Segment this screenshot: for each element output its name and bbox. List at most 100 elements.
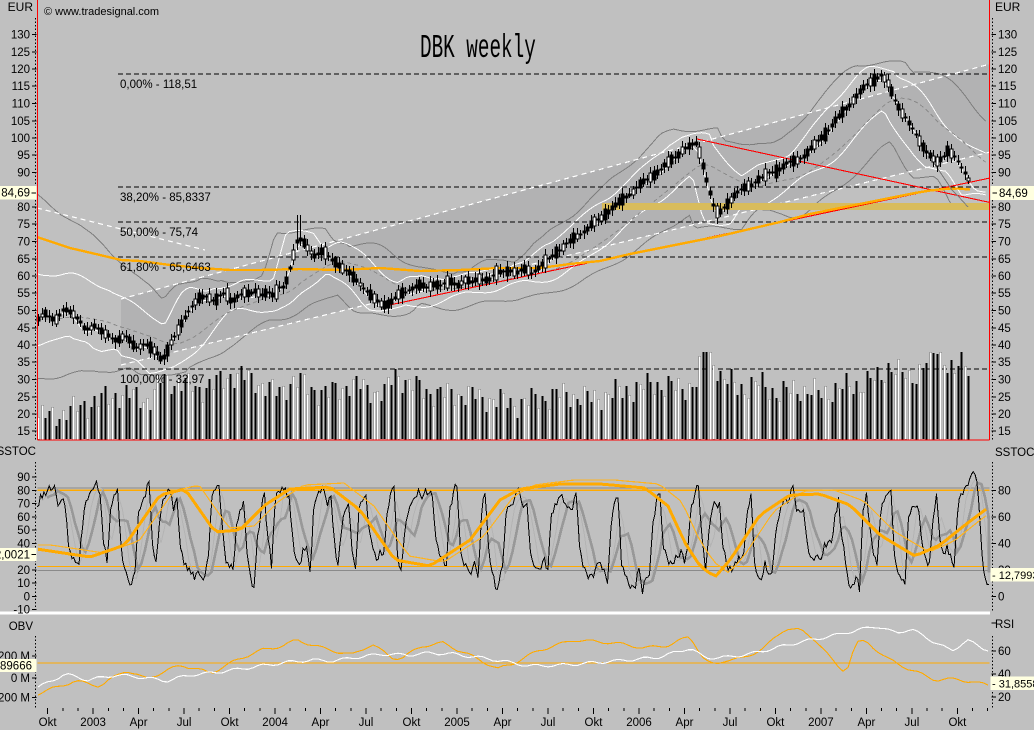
svg-text:Okt: Okt [948,717,967,729]
svg-text:Okt: Okt [221,717,240,729]
svg-text:25: 25 [998,392,1011,404]
svg-text:90: 90 [998,168,1011,180]
svg-text:75: 75 [998,219,1011,231]
svg-text:50: 50 [17,525,30,537]
svg-text:40: 40 [17,340,30,352]
svg-text:50,00% - 75,74: 50,00% - 75,74 [120,227,199,239]
svg-text:20: 20 [998,692,1011,704]
svg-text:40: 40 [17,538,30,550]
svg-text:DBK weekly: DBK weekly [420,30,536,68]
svg-text:55: 55 [998,288,1011,300]
svg-text:Apr: Apr [130,717,148,729]
svg-text:60: 60 [998,271,1011,283]
svg-text:Apr: Apr [494,717,512,729]
svg-text:Jul: Jul [177,717,192,729]
svg-text:90: 90 [17,168,30,180]
svg-text:20: 20 [17,409,30,421]
svg-text:EUR: EUR [8,0,34,14]
svg-text:0,00% - 118,51: 0,00% - 118,51 [120,79,197,91]
svg-text:89666: 89666 [0,661,32,673]
svg-text:84,69: 84,69 [1,188,30,200]
svg-text:200 M: 200 M [0,693,30,705]
svg-text:61,80% - 65,6463: 61,80% - 65,6463 [120,262,211,274]
svg-text:80: 80 [998,485,1011,497]
svg-text:80: 80 [17,485,30,497]
svg-text:SSTOC: SSTOC [0,446,36,458]
svg-text:110: 110 [12,99,30,111]
svg-text:38,20% - 85,8337: 38,20% - 85,8337 [120,192,211,204]
svg-text:115: 115 [12,81,30,93]
svg-text:Okt: Okt [403,717,422,729]
svg-text:115: 115 [998,81,1016,93]
svg-text:75: 75 [17,219,30,231]
svg-text:15: 15 [17,426,30,438]
svg-text:2005: 2005 [444,717,470,729]
svg-text:70: 70 [17,499,30,511]
svg-text:0: 0 [24,591,30,603]
svg-text:Jul: Jul [723,717,738,729]
svg-text:65: 65 [17,254,30,266]
svg-text:60: 60 [998,512,1011,524]
svg-text:125: 125 [11,47,30,59]
svg-text:OBV: OBV [9,621,34,633]
svg-text:80: 80 [17,202,30,214]
svg-text:Apr: Apr [312,717,330,729]
svg-text:0 M: 0 M [11,673,30,685]
svg-text:10: 10 [17,578,30,590]
svg-text:Okt: Okt [585,717,604,729]
svg-text:105: 105 [11,116,30,128]
svg-text:2,0021: 2,0021 [0,550,30,562]
svg-text:20: 20 [17,565,30,577]
svg-text:45: 45 [998,323,1011,335]
svg-text:125: 125 [998,47,1017,59]
svg-text:80: 80 [998,202,1011,214]
svg-text:100: 100 [998,133,1017,145]
svg-text:SSTOC: SSTOC [995,447,1034,459]
svg-text:130: 130 [998,30,1017,42]
svg-text:0: 0 [998,591,1004,603]
svg-text:45: 45 [17,323,30,335]
svg-text:105: 105 [998,116,1017,128]
svg-text:RSI: RSI [995,619,1014,631]
svg-text:84,69: 84,69 [999,188,1028,200]
svg-text:100,00% - 32,97: 100,00% - 32,97 [120,374,204,386]
svg-text:120: 120 [11,64,30,76]
svg-text:40: 40 [998,340,1011,352]
svg-text:Apr: Apr [676,717,694,729]
svg-text:120: 120 [998,64,1017,76]
svg-text:20: 20 [998,409,1011,421]
svg-text:-10: -10 [13,605,30,617]
svg-text:2003: 2003 [80,717,106,729]
svg-text:Jul: Jul [359,717,374,729]
svg-text:70: 70 [998,237,1011,249]
svg-text:2007: 2007 [808,717,834,729]
svg-text:100: 100 [11,133,30,145]
svg-text:50: 50 [998,306,1011,318]
svg-text:Jul: Jul [905,717,920,729]
svg-text:Apr: Apr [857,717,875,729]
svg-text:Okt: Okt [766,717,785,729]
svg-text:35: 35 [17,357,30,369]
svg-text:60: 60 [998,646,1011,658]
svg-text:65: 65 [998,254,1011,266]
svg-text:130: 130 [11,30,30,42]
svg-text:70: 70 [17,237,30,249]
svg-text:60: 60 [17,271,30,283]
svg-text:EUR: EUR [995,0,1021,14]
svg-text:35: 35 [998,357,1011,369]
svg-text:55: 55 [17,288,30,300]
svg-text:2006: 2006 [626,717,652,729]
svg-text:95: 95 [17,150,30,162]
svg-text:15: 15 [998,426,1011,438]
svg-text:30: 30 [17,375,30,387]
svg-text:- 31,8558: - 31,8558 [992,679,1034,691]
svg-text:2004: 2004 [262,717,288,729]
svg-text:30: 30 [998,375,1011,387]
svg-text:- 12,7993: - 12,7993 [992,570,1034,582]
svg-text:60: 60 [17,512,30,524]
svg-text:95: 95 [998,150,1011,162]
svg-text:90: 90 [17,472,30,484]
svg-text:110: 110 [998,99,1016,111]
svg-text:40: 40 [998,538,1011,550]
svg-text:50: 50 [17,306,30,318]
